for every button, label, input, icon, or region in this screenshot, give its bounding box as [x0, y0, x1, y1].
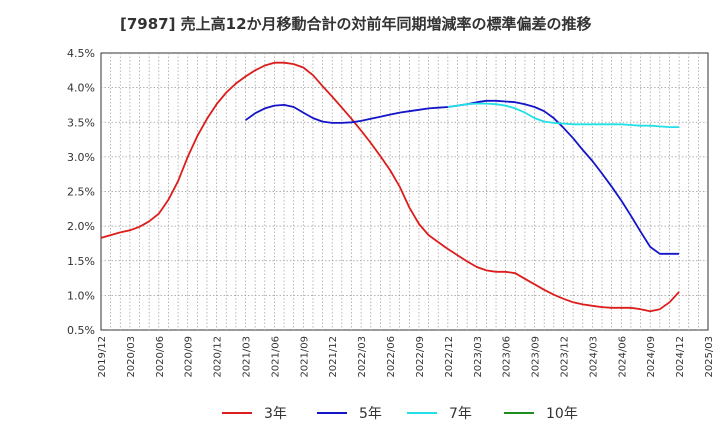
y-tick-label: 0.5%: [67, 324, 95, 337]
x-tick-label: 2022/09: [415, 336, 426, 378]
y-tick-label: 1.5%: [67, 255, 95, 268]
x-tick-label: 2024/03: [588, 336, 599, 378]
x-tick-label: 2022/03: [357, 336, 368, 378]
x-tick-label: 2023/12: [559, 336, 570, 378]
y-tick-label: 3.5%: [67, 116, 95, 129]
y-axis: 0.5% 1.0% 1.5% 2.0% 2.5% 3.0% 3.5% 4.0% 4.5%: [67, 47, 95, 337]
grid: [101, 53, 708, 330]
series-line-1: [100, 61, 680, 313]
x-tick-label: 2023/09: [531, 336, 542, 378]
y-tick-label: 4.5%: [67, 47, 95, 60]
legend-label-4: 10年: [546, 406, 578, 422]
series-line-3: [447, 102, 680, 128]
x-tick-label: 2020/03: [126, 336, 137, 378]
y-tick-label: 2.0%: [67, 220, 95, 233]
x-tick-label: 2020/09: [184, 336, 195, 378]
x-tick-label: 2019/12: [97, 336, 108, 378]
y-tick-label: 4.0%: [67, 82, 95, 95]
x-tick-label: 2024/12: [675, 336, 686, 378]
plot-area: 0.5% 1.0% 1.5% 2.0% 2.5% 3.0% 3.5% 4.0% 4.5% 201…: [67, 47, 715, 378]
x-axis: 2019/12 2020/03 2020/06 2020/09 2020/12 2021/…: [97, 336, 715, 378]
x-tick-label: 2021/06: [270, 336, 281, 378]
x-tick-label: 2022/12: [444, 336, 455, 378]
x-tick-label: 2021/09: [299, 336, 310, 378]
legend-label-1: 3年: [264, 406, 287, 422]
chart-title: [7987] 売上高12か月移動合計の対前年同期増減率の標準偏差の推移: [120, 15, 592, 33]
series-layer: [100, 61, 680, 313]
y-tick-label: 2.5%: [67, 186, 95, 199]
x-tick-label: 2024/09: [646, 336, 657, 378]
legend: 3年 5年 7年 10年: [222, 406, 578, 422]
x-tick-label: 2023/03: [473, 336, 484, 378]
x-tick-label: 2021/12: [328, 336, 339, 378]
y-tick-label: 3.0%: [67, 151, 95, 164]
x-tick-label: 2022/06: [386, 336, 397, 378]
x-tick-label: 2025/03: [704, 336, 715, 378]
x-tick-label: 2023/06: [502, 336, 513, 378]
x-tick-label: 2020/12: [213, 336, 224, 378]
x-tick-label: 2024/06: [617, 336, 628, 378]
legend-label-3: 7年: [449, 406, 472, 422]
legend-label-2: 5年: [359, 406, 382, 422]
x-tick-label: 2021/03: [242, 336, 253, 378]
x-tick-label: 2020/06: [155, 336, 166, 378]
y-tick-label: 1.0%: [67, 289, 95, 302]
